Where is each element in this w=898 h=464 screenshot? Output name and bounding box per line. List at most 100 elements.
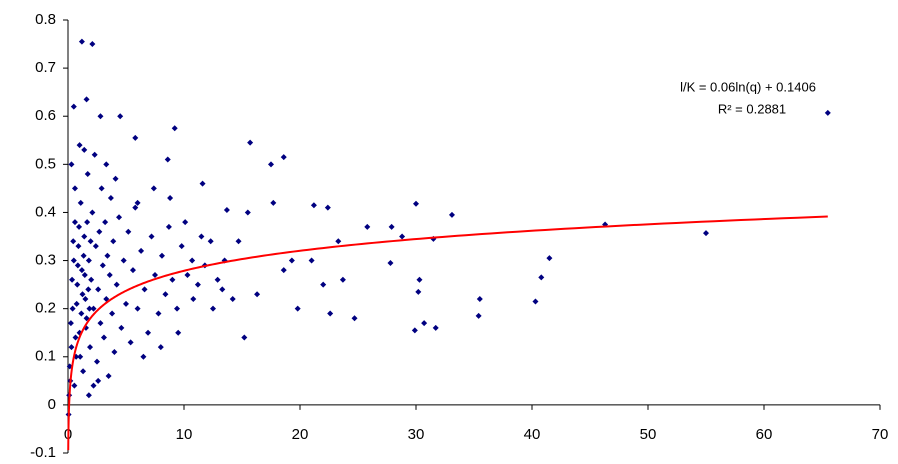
equation: l/K = 0.06ln(q) + 0.1406 — [680, 79, 816, 94]
point — [91, 151, 98, 158]
point — [123, 300, 129, 307]
point — [214, 276, 221, 283]
point — [118, 324, 125, 331]
point — [111, 348, 118, 355]
point — [171, 125, 178, 132]
point — [84, 219, 91, 226]
point — [475, 312, 482, 319]
point — [134, 305, 141, 312]
point — [247, 139, 254, 146]
point — [364, 223, 371, 230]
point — [77, 353, 84, 360]
point — [74, 281, 81, 288]
point — [105, 373, 112, 380]
point — [129, 267, 136, 274]
point — [448, 211, 455, 218]
point — [79, 291, 86, 298]
point — [72, 334, 79, 341]
point — [71, 382, 78, 389]
point — [116, 214, 123, 221]
point — [190, 296, 197, 303]
point — [102, 219, 109, 226]
point — [120, 257, 127, 264]
point — [85, 286, 92, 293]
point — [100, 334, 107, 341]
y-tick-label: 0.8 — [35, 11, 56, 28]
r-squared: R² = 0.2881 — [718, 101, 786, 116]
point — [268, 161, 274, 168]
point — [145, 329, 152, 336]
point — [339, 276, 346, 283]
point — [174, 305, 181, 312]
point — [89, 209, 96, 216]
y-tick-label: 0.7 — [35, 59, 56, 76]
point — [97, 320, 104, 327]
point — [71, 219, 78, 226]
point — [411, 327, 418, 334]
point — [165, 223, 172, 230]
point — [110, 238, 117, 245]
point — [77, 199, 84, 206]
point — [308, 257, 315, 264]
point — [241, 334, 248, 341]
point — [76, 142, 83, 149]
y-tick-label: 0.3 — [35, 252, 56, 269]
point — [92, 243, 99, 250]
y-tick-label: 0 — [48, 396, 56, 413]
point — [178, 243, 185, 250]
point — [150, 185, 157, 192]
point — [103, 161, 110, 168]
point — [85, 257, 92, 264]
y-tick-label: 0.1 — [35, 348, 56, 365]
point — [127, 339, 134, 346]
point — [310, 202, 317, 209]
point — [270, 199, 277, 206]
x-tick-label: 50 — [640, 426, 657, 443]
x-tick-label: 10 — [176, 426, 193, 443]
point — [219, 286, 226, 293]
y-tick-label: 0.6 — [35, 107, 56, 124]
y-tick-label: 0.4 — [35, 203, 56, 220]
point — [324, 204, 331, 211]
point — [81, 146, 88, 153]
point — [421, 320, 428, 327]
point — [199, 180, 206, 187]
point — [399, 233, 406, 240]
point — [288, 257, 295, 264]
point — [98, 185, 105, 192]
point — [107, 195, 114, 202]
point — [117, 113, 124, 120]
x-tick-label: 30 — [408, 426, 425, 443]
point — [132, 204, 139, 211]
point — [416, 276, 423, 283]
y-tick-label: -0.1 — [30, 444, 56, 461]
point — [432, 324, 439, 331]
y-tick-label: 0.2 — [35, 300, 56, 317]
point — [68, 161, 75, 168]
point — [80, 252, 87, 259]
point — [413, 200, 419, 207]
point — [84, 170, 91, 177]
point — [86, 305, 93, 312]
point — [546, 255, 553, 262]
point — [167, 195, 174, 202]
point — [85, 392, 92, 399]
point — [162, 291, 169, 298]
point — [113, 281, 120, 288]
point — [335, 238, 342, 245]
point — [152, 271, 158, 278]
point — [294, 305, 301, 312]
point — [140, 353, 147, 360]
point — [95, 286, 102, 293]
point — [70, 103, 77, 110]
point — [184, 271, 191, 278]
point — [132, 134, 139, 141]
point — [415, 288, 422, 295]
point — [95, 377, 102, 384]
point — [69, 276, 76, 283]
point — [532, 298, 539, 305]
point — [158, 252, 165, 259]
point — [207, 238, 214, 245]
point — [83, 96, 90, 103]
x-tick-label: 70 — [872, 426, 889, 443]
